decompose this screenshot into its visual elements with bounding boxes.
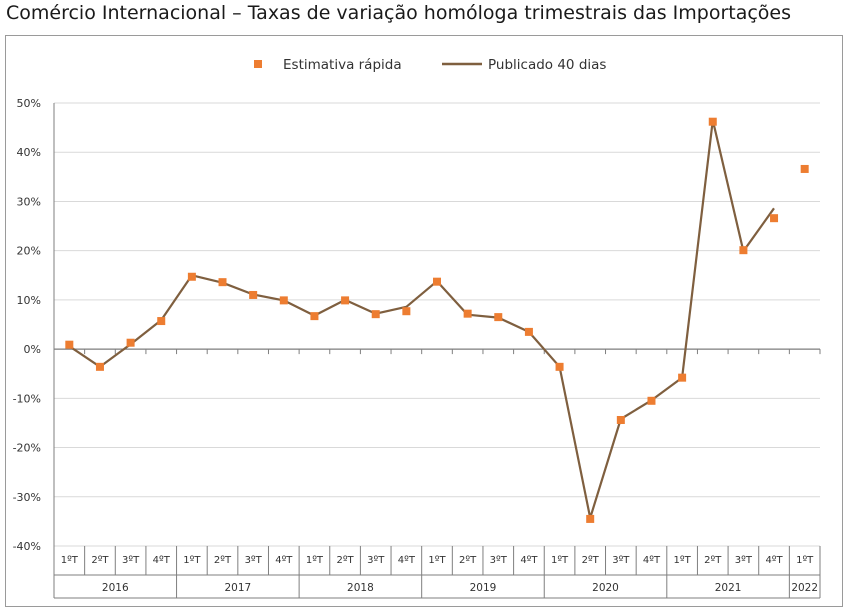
marker-estimativa-rapida <box>770 214 779 223</box>
quarter-label: 2ºT <box>582 555 600 566</box>
quarter-label: 1ºT <box>674 555 692 566</box>
marker-estimativa-rapida <box>586 514 595 523</box>
marker-estimativa-rapida <box>279 296 288 305</box>
x-axis: 1ºT 2ºT 3ºT 4ºT 1ºT 2ºT 3ºT 4ºT 1ºT 2ºT 3ºT 4ºT 1ºT 2… <box>53 348 821 599</box>
series-line-publicado-40-dias <box>68 119 775 519</box>
marker-estimativa-rapida <box>341 296 350 305</box>
quarter-label: 4ºT <box>275 555 293 566</box>
year-label: 2022 <box>791 582 818 594</box>
quarter-label: 4ºT <box>398 555 416 566</box>
marker-estimativa-rapida <box>739 246 748 255</box>
quarter-label: 1ºT <box>428 555 446 566</box>
chart-frame <box>5 35 843 607</box>
gridlines <box>54 102 820 547</box>
marker-estimativa-rapida <box>65 340 74 349</box>
y-tick-label: 20% <box>17 245 41 258</box>
quarter-label: 1ºT <box>306 555 324 566</box>
marker-estimativa-rapida <box>433 277 441 286</box>
marker-estimativa-rapida <box>187 272 196 281</box>
year-label: 2020 <box>592 582 619 594</box>
quarter-label: 3ºT <box>245 555 263 566</box>
marker-estimativa-rapida <box>218 278 227 287</box>
quarter-label: 2ºT <box>91 555 109 566</box>
marker-estimativa-rapida <box>524 327 533 336</box>
quarter-label: 4ºT <box>153 555 171 566</box>
marker-estimativa-rapida <box>371 310 380 319</box>
marker-estimativa-rapida <box>616 415 625 424</box>
quarter-label: 4ºT <box>643 555 661 566</box>
legend-label: Publicado 40 dias <box>488 57 606 73</box>
y-axis: 50% 40% 30% 20% 10% 0% -10% -20% -30% -40% <box>13 97 55 553</box>
marker-estimativa-rapida <box>647 396 656 405</box>
quarter-label: 4ºT <box>765 555 783 566</box>
y-tick-label: 10% <box>17 294 41 307</box>
y-tick-label: -10% <box>13 392 41 405</box>
marker-estimativa-rapida <box>402 307 411 316</box>
quarter-label: 2ºT <box>214 555 232 566</box>
y-tick-label: -20% <box>13 442 41 455</box>
quarter-label: 2ºT <box>704 555 722 566</box>
year-label: 2016 <box>102 582 129 594</box>
year-label: 2019 <box>470 582 497 594</box>
quarter-label: 1ºT <box>551 555 569 566</box>
series-area <box>65 117 809 523</box>
y-tick-label: 30% <box>17 195 41 208</box>
marker-estimativa-rapida <box>800 164 809 173</box>
year-label: 2017 <box>224 582 251 594</box>
quarter-label: 1ºT <box>796 555 814 566</box>
chart-title: Comércio Internacional – Taxas de variaç… <box>6 2 792 24</box>
quarter-label: 3ºT <box>612 555 630 566</box>
marker-estimativa-rapida <box>157 317 166 326</box>
year-label: 2018 <box>347 582 374 594</box>
quarter-label: 2ºT <box>459 555 477 566</box>
quarter-label: 3ºT <box>735 555 753 566</box>
marker-estimativa-rapida <box>310 312 319 321</box>
marker-estimativa-rapida <box>463 309 472 318</box>
quarter-label: 1ºT <box>183 555 201 566</box>
marker-estimativa-rapida <box>708 117 717 126</box>
quarter-label: 3ºT <box>367 555 385 566</box>
legend-marker-swatch <box>254 60 262 68</box>
marker-estimativa-rapida <box>678 373 687 382</box>
legend-label: Estimativa rápida <box>283 57 402 73</box>
year-label: 2021 <box>715 582 742 594</box>
marker-estimativa-rapida <box>126 338 135 347</box>
legend: Estimativa rápida Publicado 40 dias <box>254 57 606 73</box>
y-tick-label: -40% <box>13 540 41 553</box>
marker-estimativa-rapida <box>95 362 104 371</box>
quarter-label: 1ºT <box>61 555 79 566</box>
y-tick-label: 40% <box>17 146 41 159</box>
quarter-label: 2ºT <box>336 555 354 566</box>
quarter-label: 3ºT <box>122 555 140 566</box>
y-tick-label: 0% <box>24 343 41 356</box>
marker-estimativa-rapida <box>555 362 564 371</box>
quarter-label: 4ºT <box>520 555 538 566</box>
marker-estimativa-rapida <box>249 290 258 299</box>
quarter-label: 3ºT <box>490 555 508 566</box>
y-tick-label: -30% <box>13 491 41 504</box>
y-tick-label: 50% <box>17 97 41 110</box>
marker-estimativa-rapida <box>494 313 503 322</box>
